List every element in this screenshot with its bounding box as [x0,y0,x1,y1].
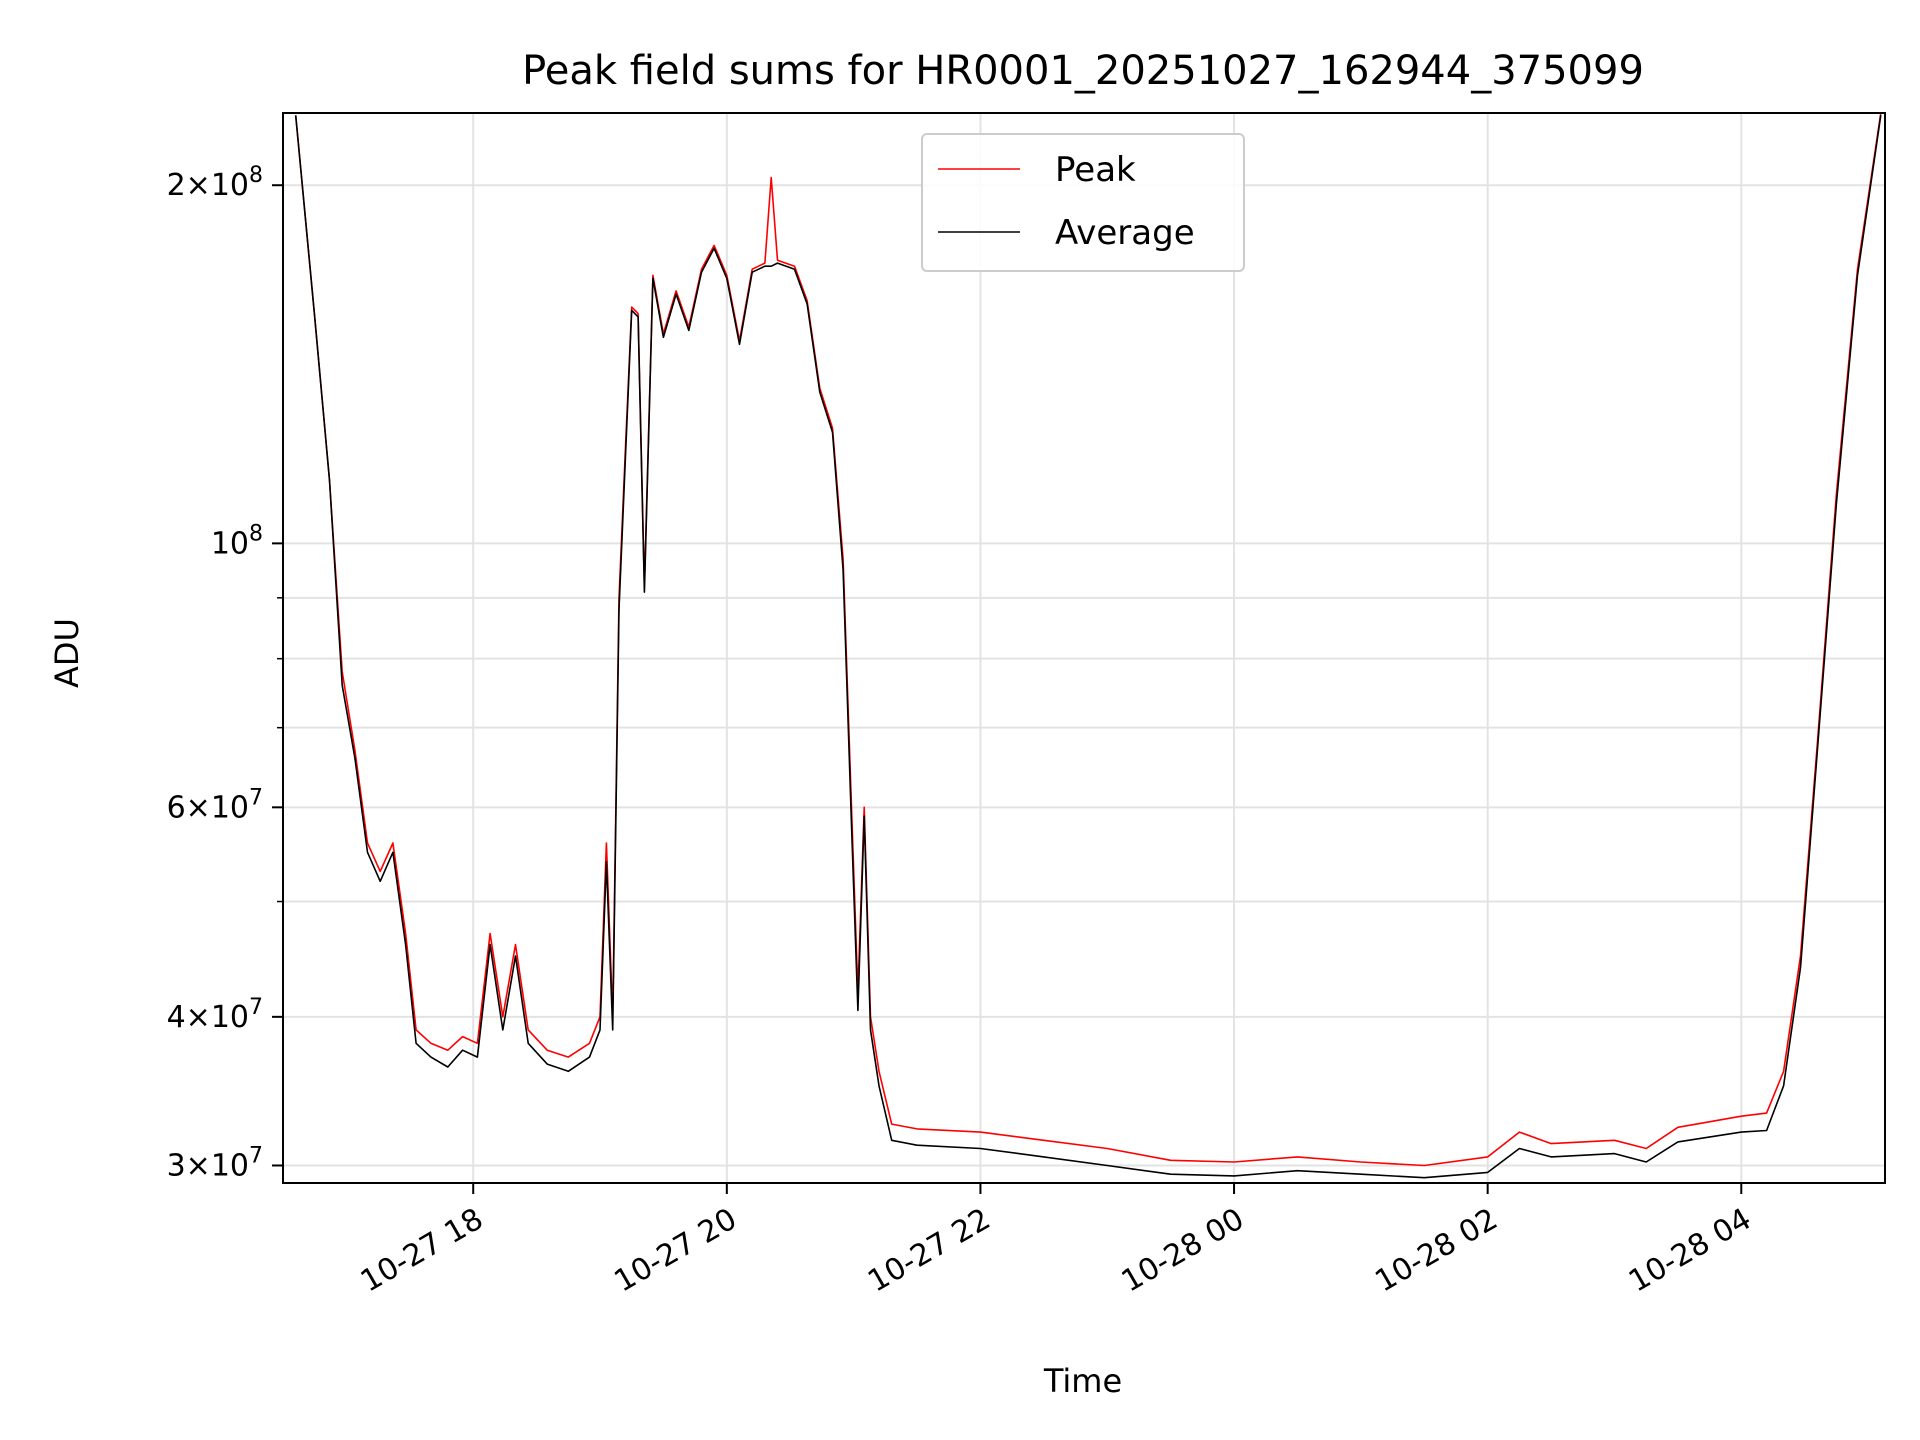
chart-title: Peak field sums for HR0001_20251027_1629… [522,48,1644,94]
x-axis-label: Time [1043,1362,1122,1400]
legend-label-peak: Peak [1055,150,1136,190]
legend-label-average: Average [1055,213,1195,253]
series-line-average [294,115,1882,1179]
y-tick-label: 6×107 [167,785,263,825]
y-tick-label: 4×107 [167,995,263,1035]
series-line-peak [294,113,1882,1167]
series-layer [294,113,1882,1179]
legend: Peak Average [921,133,1245,272]
y-tick-label: 3×107 [167,1143,263,1183]
y-axis-label: ADU [48,618,86,688]
plot-frame [282,112,1886,1184]
y-tick-label: 2×108 [167,163,263,203]
